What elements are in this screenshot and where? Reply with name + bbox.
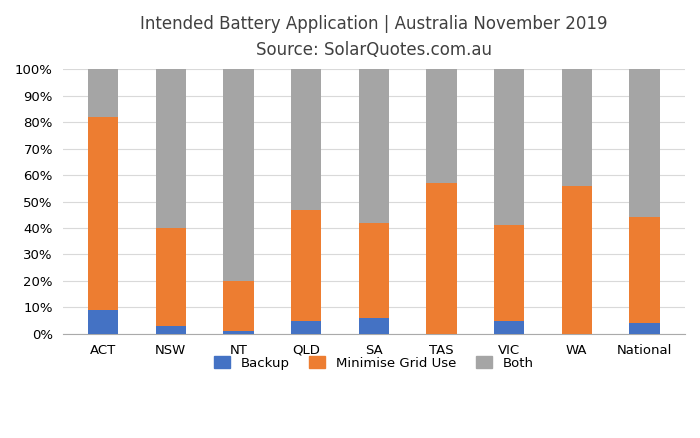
Bar: [494, 226, 524, 321]
Bar: [223, 281, 253, 331]
Bar: [291, 209, 321, 321]
Bar: [358, 69, 389, 223]
Bar: [88, 69, 118, 117]
Bar: [88, 310, 118, 334]
Bar: [561, 69, 592, 186]
Bar: [223, 69, 253, 281]
Bar: [155, 69, 186, 228]
Bar: [494, 69, 524, 226]
Bar: [88, 117, 118, 310]
Bar: [155, 326, 186, 334]
Bar: [629, 323, 659, 334]
Bar: [291, 321, 321, 334]
Bar: [358, 318, 389, 334]
Bar: [426, 69, 456, 183]
Bar: [223, 331, 253, 334]
Bar: [155, 228, 186, 326]
Bar: [291, 69, 321, 209]
Bar: [494, 321, 524, 334]
Bar: [426, 183, 456, 334]
Bar: [629, 217, 659, 323]
Bar: [561, 186, 592, 334]
Bar: [358, 223, 389, 318]
Bar: [629, 69, 659, 217]
Legend: Backup, Minimise Grid Use, Both: Backup, Minimise Grid Use, Both: [209, 351, 538, 375]
Title: Intended Battery Application | Australia November 2019
Source: SolarQuotes.com.a: Intended Battery Application | Australia…: [140, 15, 608, 60]
